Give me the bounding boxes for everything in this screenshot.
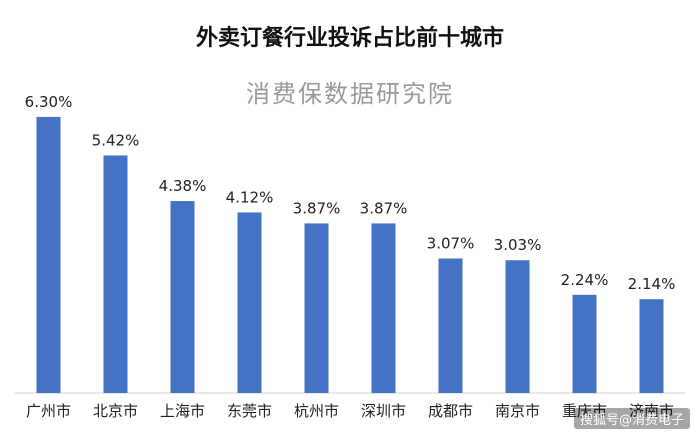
x-tick-label-6: 成都市 bbox=[428, 402, 473, 420]
data-label-1: 5.42% bbox=[92, 131, 140, 149]
data-label-3: 4.12% bbox=[226, 188, 274, 206]
bar-8 bbox=[572, 294, 597, 393]
x-tick-label-5: 深圳市 bbox=[361, 402, 406, 420]
x-tick-label-3: 东莞市 bbox=[227, 402, 272, 420]
x-tick-label-9: 济南市 bbox=[629, 402, 674, 420]
data-label-5: 3.87% bbox=[360, 199, 408, 217]
bar-7 bbox=[505, 260, 530, 393]
bar-4 bbox=[304, 223, 329, 393]
data-label-8: 2.24% bbox=[561, 271, 609, 289]
data-label-7: 3.03% bbox=[494, 236, 542, 254]
bar-2 bbox=[170, 201, 195, 393]
bar-6 bbox=[438, 258, 463, 393]
data-label-4: 3.87% bbox=[293, 199, 341, 217]
data-label-6: 3.07% bbox=[427, 234, 475, 252]
data-label-0: 6.30% bbox=[25, 93, 73, 111]
bar-9 bbox=[639, 299, 664, 393]
chart-title: 外卖订餐行业投诉占比前十城市 bbox=[195, 26, 504, 51]
bar-5 bbox=[371, 223, 396, 393]
chart-subtitle: 消费保数据研究院 bbox=[246, 80, 454, 108]
x-tick-label-8: 重庆市 bbox=[562, 402, 607, 420]
x-tick-label-4: 杭州市 bbox=[294, 402, 339, 420]
source-credit: 搜狐号@消费电子 bbox=[573, 408, 690, 429]
data-label-9: 2.14% bbox=[628, 275, 676, 293]
bar-1 bbox=[103, 155, 128, 393]
bar-3 bbox=[237, 212, 262, 393]
x-tick-label-7: 南京市 bbox=[495, 402, 540, 420]
x-tick-label-2: 上海市 bbox=[160, 402, 205, 420]
bar-0 bbox=[36, 116, 61, 393]
x-tick-label-1: 北京市 bbox=[93, 402, 138, 420]
x-tick-label-0: 广州市 bbox=[26, 402, 71, 420]
data-label-2: 4.38% bbox=[159, 177, 207, 195]
